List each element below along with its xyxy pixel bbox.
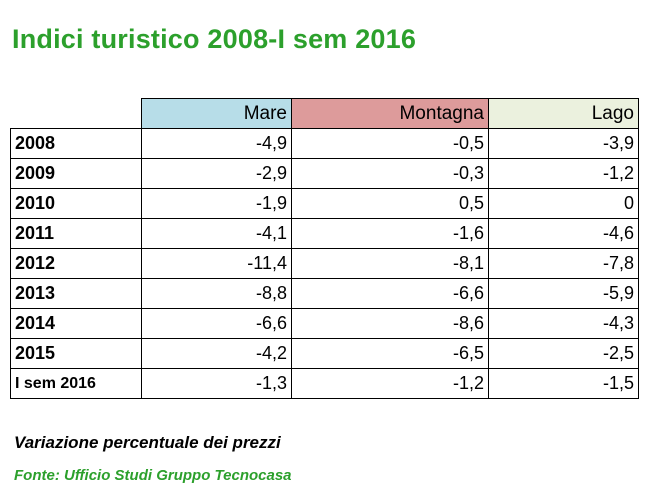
cell-lago: -7,8 [488, 248, 639, 279]
column-header-lago: Lago [488, 98, 639, 129]
table-header-row: Mare Montagna Lago [10, 98, 639, 129]
table-row: 2011 -4,1 -1,6 -4,6 [10, 218, 639, 249]
cell-lago: -3,9 [488, 128, 639, 159]
cell-lago: -1,5 [488, 368, 639, 399]
cell-lago: -1,2 [488, 158, 639, 189]
cell-montagna: -0,3 [291, 158, 489, 189]
table-corner-cell [10, 98, 142, 129]
row-year-cell: 2008 [10, 128, 142, 159]
cell-mare: -4,9 [141, 128, 292, 159]
table-row: 2009 -2,9 -0,3 -1,2 [10, 158, 639, 189]
table-note: Variazione percentuale dei prezzi [14, 433, 281, 452]
row-year-cell: 2014 [10, 308, 142, 339]
row-year-cell: 2013 [10, 278, 142, 309]
page-title: Indici turistico 2008-I sem 2016 [12, 24, 417, 54]
table-body: 2008 -4,9 -0,5 -3,9 2009 -2,9 -0,3 -1,2 2010 -1,9… [10, 128, 639, 399]
column-header-mare: Mare [141, 98, 292, 129]
cell-montagna: 0,5 [291, 188, 489, 219]
cell-lago: -2,5 [488, 338, 639, 369]
cell-lago: 0 [488, 188, 639, 219]
row-year-cell: 2011 [10, 218, 142, 249]
cell-mare: -6,6 [141, 308, 292, 339]
cell-mare: -4,1 [141, 218, 292, 249]
source-note: Fonte: Ufficio Studi Gruppo Tecnocasa [14, 467, 292, 484]
cell-montagna: -6,5 [291, 338, 489, 369]
cell-mare: -8,8 [141, 278, 292, 309]
cell-lago: -4,3 [488, 308, 639, 339]
table-row: 2013 -8,8 -6,6 -5,9 [10, 278, 639, 309]
table-row: 2014 -6,6 -8,6 -4,3 [10, 308, 639, 339]
cell-montagna: -1,6 [291, 218, 489, 249]
table-row: 2012 -11,4 -8,1 -7,8 [10, 248, 639, 279]
row-year-cell: 2015 [10, 338, 142, 369]
cell-montagna: -0,5 [291, 128, 489, 159]
table-row: I sem 2016 -1,3 -1,2 -1,5 [10, 368, 639, 399]
cell-montagna: -8,6 [291, 308, 489, 339]
column-header-montagna: Montagna [291, 98, 489, 129]
cell-mare: -11,4 [141, 248, 292, 279]
cell-montagna: -1,2 [291, 368, 489, 399]
table-row: 2010 -1,9 0,5 0 [10, 188, 639, 219]
cell-mare: -1,9 [141, 188, 292, 219]
table-row: 2015 -4,2 -6,5 -2,5 [10, 338, 639, 369]
row-year-cell: 2010 [10, 188, 142, 219]
row-year-cell: 2012 [10, 248, 142, 279]
row-year-cell: 2009 [10, 158, 142, 189]
cell-montagna: -6,6 [291, 278, 489, 309]
cell-montagna: -8,1 [291, 248, 489, 279]
cell-mare: -4,2 [141, 338, 292, 369]
cell-lago: -4,6 [488, 218, 639, 249]
cell-lago: -5,9 [488, 278, 639, 309]
row-year-cell: I sem 2016 [10, 368, 142, 399]
data-table: Mare Montagna Lago 2008 -4,9 -0,5 -3,9 2009-… [10, 98, 639, 399]
table-row: 2008 -4,9 -0,5 -3,9 [10, 128, 639, 159]
cell-mare: -1,3 [141, 368, 292, 399]
cell-mare: -2,9 [141, 158, 292, 189]
